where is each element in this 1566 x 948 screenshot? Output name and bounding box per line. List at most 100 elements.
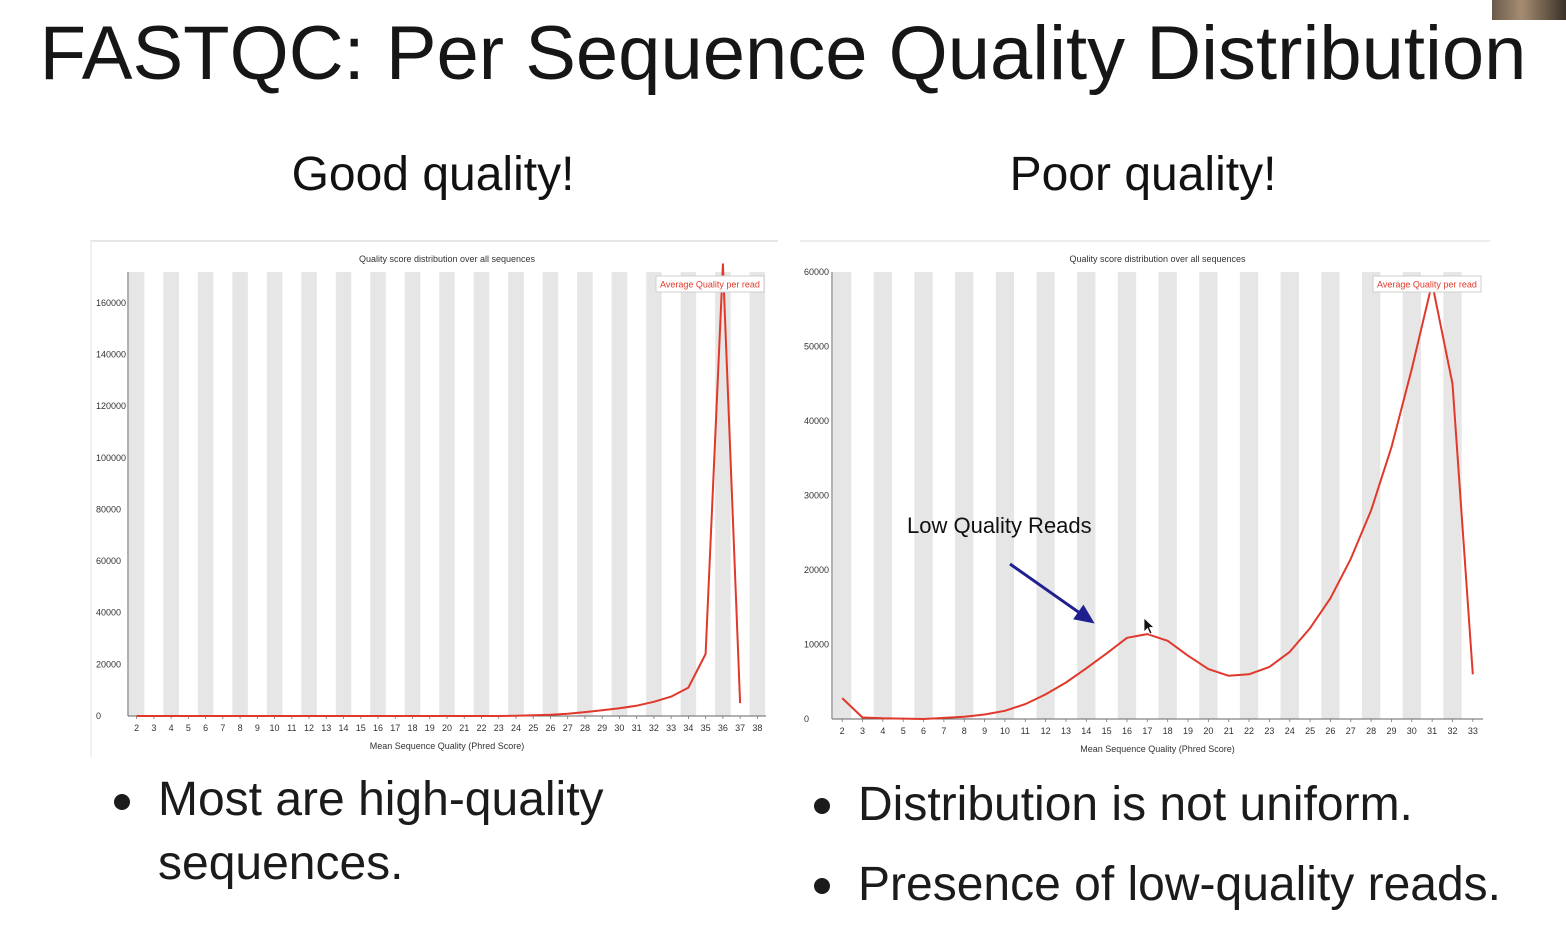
y-tick-label: 0 <box>96 711 101 721</box>
x-tick-label: 18 <box>1163 726 1173 736</box>
x-tick-label: 20 <box>1203 726 1213 736</box>
x-tick-label: 27 <box>1346 726 1356 736</box>
x-tick-label: 22 <box>476 723 486 733</box>
left-panel-heading: Good quality! <box>291 148 575 201</box>
grid-stripe <box>163 272 179 716</box>
good-quality-chart: Quality score distribution over all sequ… <box>96 254 766 751</box>
grid-stripe <box>749 272 766 716</box>
y-tick-label: 120000 <box>96 401 126 411</box>
y-tick-label: 160000 <box>96 298 126 308</box>
grid-stripe <box>873 272 893 719</box>
legend-label: Average Quality per read <box>660 280 760 290</box>
x-tick-label: 3 <box>151 723 156 733</box>
x-tick-label: 14 <box>339 723 349 733</box>
grid-stripe <box>404 272 421 716</box>
x-tick-label: 12 <box>304 723 314 733</box>
right-bullet-item: Presence of low-quality reads. <box>808 852 1558 918</box>
y-tick-label: 40000 <box>96 608 121 618</box>
x-tick-label: 16 <box>373 723 383 733</box>
y-tick-label: 140000 <box>96 350 126 360</box>
x-tick-label: 21 <box>459 723 469 733</box>
grid-stripe <box>715 272 731 716</box>
x-tick-label: 33 <box>1468 726 1478 736</box>
grid-stripe <box>335 272 352 716</box>
grid-stripe <box>197 272 214 716</box>
annotation-label: Low Quality Reads <box>907 513 1092 538</box>
x-tick-label: 29 <box>597 723 607 733</box>
grid-stripe <box>833 272 852 719</box>
grid-stripe <box>1158 272 1177 719</box>
x-tick-label: 13 <box>1061 726 1071 736</box>
x-tick-label: 36 <box>718 723 728 733</box>
x-tick-label: 8 <box>238 723 243 733</box>
grid-stripe <box>1199 272 1218 719</box>
x-tick-label: 14 <box>1081 726 1091 736</box>
x-tick-label: 11 <box>287 723 296 733</box>
mouse-cursor-icon <box>1143 617 1156 635</box>
annotation-arrow <box>1009 562 1086 618</box>
grid-stripe <box>128 272 145 716</box>
x-tick-label: 34 <box>683 723 693 733</box>
y-tick-label: 50000 <box>804 342 829 352</box>
x-tick-label: 38 <box>752 723 762 733</box>
x-tick-label: 8 <box>962 726 967 736</box>
grid-stripe <box>266 272 283 716</box>
x-tick-label: 18 <box>408 723 418 733</box>
left-bullet-list: Most are high-quality sequences. <box>108 768 748 896</box>
y-tick-label: 10000 <box>804 640 829 650</box>
x-tick-label: 23 <box>494 723 504 733</box>
x-tick-label: 17 <box>390 723 400 733</box>
grid-stripe <box>1036 272 1055 719</box>
grid-stripe <box>439 272 455 716</box>
grid-stripe <box>1077 272 1096 719</box>
x-tick-label: 12 <box>1041 726 1051 736</box>
webcam-thumbnail <box>1492 0 1566 20</box>
y-tick-label: 20000 <box>804 565 829 575</box>
y-tick-label: 100000 <box>96 453 126 463</box>
grid-stripe <box>508 272 524 716</box>
grid-stripe <box>1443 272 1462 719</box>
grid-stripe <box>611 272 628 716</box>
y-tick-label: 0 <box>804 714 809 724</box>
right-bullet-list: Distribution is not uniform. Presence of… <box>808 772 1558 932</box>
x-tick-label: 17 <box>1142 726 1152 736</box>
grid-stripe <box>995 272 1015 719</box>
x-tick-label: 9 <box>255 723 260 733</box>
x-axis-label: Mean Sequence Quality (Phred Score) <box>370 741 525 751</box>
grid-stripe <box>680 272 697 716</box>
grid-stripe <box>1117 272 1137 719</box>
right-bullet-item: Distribution is not uniform. <box>808 772 1558 838</box>
x-tick-label: 21 <box>1224 726 1234 736</box>
x-tick-label: 27 <box>563 723 573 733</box>
x-tick-label: 19 <box>1183 726 1193 736</box>
chart-title: Quality score distribution over all sequ… <box>1069 254 1246 264</box>
x-tick-label: 6 <box>203 723 208 733</box>
x-tick-label: 5 <box>186 723 191 733</box>
x-tick-label: 24 <box>1285 726 1295 736</box>
grid-stripe <box>370 272 386 716</box>
x-tick-label: 26 <box>545 723 555 733</box>
legend-label: Average Quality per read <box>1377 280 1477 290</box>
x-tick-label: 10 <box>1000 726 1010 736</box>
x-tick-label: 7 <box>941 726 946 736</box>
x-tick-label: 32 <box>1447 726 1457 736</box>
x-tick-label: 28 <box>1366 726 1376 736</box>
grid-stripe <box>473 272 490 716</box>
series-line <box>136 263 742 717</box>
y-tick-label: 30000 <box>804 491 829 501</box>
grid-stripe <box>1361 272 1381 719</box>
x-tick-label: 33 <box>666 723 676 733</box>
grid-stripe <box>232 272 248 716</box>
y-tick-label: 20000 <box>96 659 121 669</box>
x-tick-label: 4 <box>169 723 174 733</box>
x-tick-label: 31 <box>1427 726 1437 736</box>
x-tick-label: 20 <box>442 723 452 733</box>
x-tick-label: 29 <box>1386 726 1396 736</box>
x-tick-label: 35 <box>701 723 711 733</box>
x-tick-label: 23 <box>1264 726 1274 736</box>
annotation-arrowhead <box>1073 604 1095 624</box>
x-tick-label: 6 <box>921 726 926 736</box>
x-tick-label: 28 <box>580 723 590 733</box>
left-bullet-item: Most are high-quality sequences. <box>108 768 748 896</box>
legend-box <box>655 275 765 293</box>
